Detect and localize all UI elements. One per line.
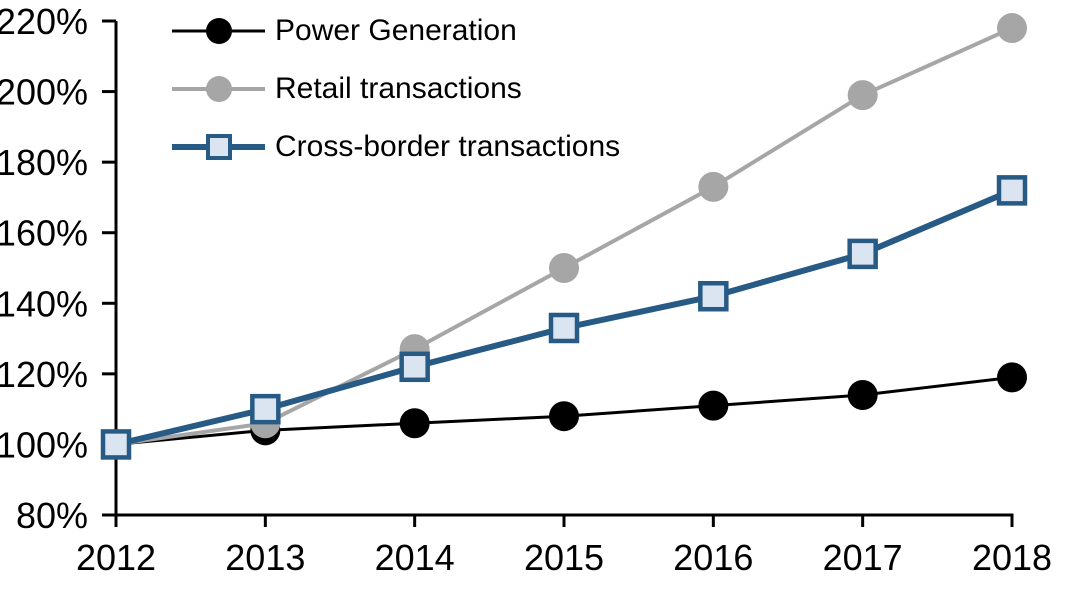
data-point-retail-transactions [549,253,579,283]
data-point-retail-transactions [997,13,1027,44]
y-axis-tick-label: 200% [0,72,88,113]
legend-sample-power-generation [172,16,265,46]
data-point-cross-border-transactions [100,429,132,460]
y-axis-tick-label: 180% [0,142,88,183]
data-point-cross-border-transactions [399,351,430,383]
data-point-power-generation [847,380,878,411]
gray-circle-marker-icon [205,76,232,102]
legend-sample-cross-border-transactions [172,132,265,162]
blue-square-marker-icon [205,134,232,160]
legend-label-retail-transactions: Retail transactions [275,72,522,105]
x-axis-tick-label: 2015 [524,537,604,578]
data-point-cross-border-transactions [996,175,1028,206]
legend-label-power-generation: Power Generation [275,14,517,47]
black-circle-marker-icon [205,18,232,44]
data-point-power-generation [399,408,430,439]
data-point-retail-transactions [698,171,729,202]
y-axis-tick-label: 140% [0,283,88,324]
x-axis-tick-label: 2017 [823,537,903,578]
x-axis-tick-label: 2018 [972,537,1052,578]
legend-item-cross-border-transactions: Cross-border transactions [172,132,620,162]
y-axis-tick-label: 120% [0,354,88,395]
y-axis-tick-label: 80% [16,495,88,536]
y-axis-tick-label: 220% [0,1,88,42]
y-axis-tick-label: 100% [0,424,88,465]
data-point-cross-border-transactions [548,312,580,344]
legend-item-retail-transactions: Retail transactions [172,74,522,104]
x-axis-tick-label: 2014 [375,537,455,578]
data-point-cross-border-transactions [847,238,878,270]
data-point-cross-border-transactions [698,280,729,312]
data-point-power-generation [698,390,729,421]
legend-item-power-generation: Power Generation [172,16,517,46]
legend-sample-retail-transactions [172,74,265,104]
data-point-cross-border-transactions [250,393,281,425]
x-axis-tick-label: 2016 [673,537,753,578]
data-point-power-generation [997,362,1027,393]
data-point-power-generation [549,401,579,432]
data-point-retail-transactions [847,80,878,111]
legend-label-cross-border-transactions: Cross-border transactions [275,130,621,163]
x-axis-tick-label: 2012 [76,537,156,578]
x-axis-tick-label: 2013 [225,537,305,578]
y-axis-tick-label: 160% [0,213,88,254]
